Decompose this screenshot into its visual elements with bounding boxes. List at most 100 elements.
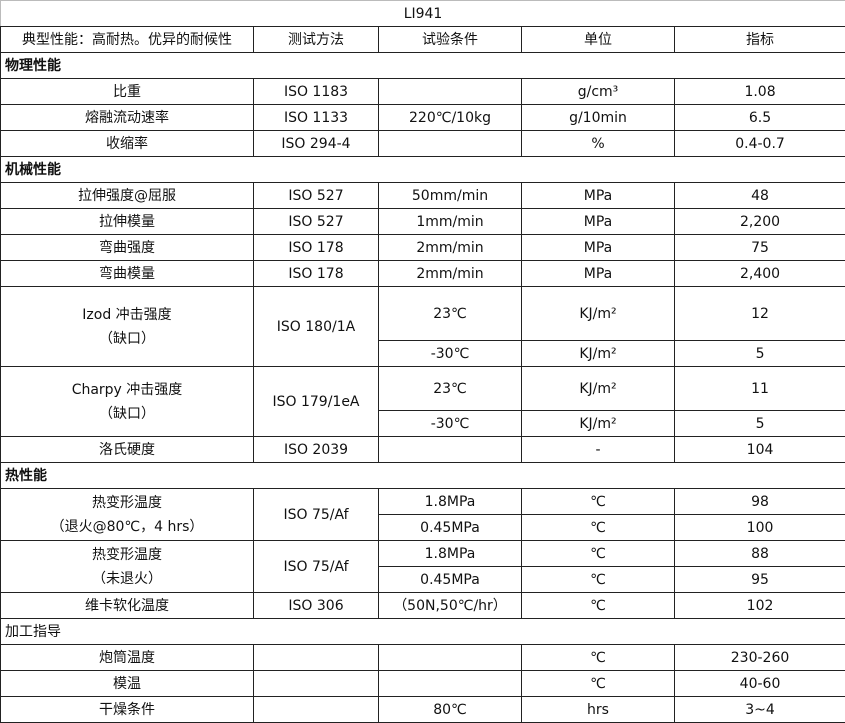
unit-cell: MPa xyxy=(521,234,675,261)
table-row: 维卡软化温度 ISO 306 （50N,50℃/hr） ℃ 102 xyxy=(0,592,845,619)
condition-cell: 1.8MPa xyxy=(378,540,522,567)
unit-cell: MPa xyxy=(521,182,675,209)
condition-cell: 23℃ xyxy=(378,286,522,341)
table-row: 洛氏硬度 ISO 2039 -104 xyxy=(0,436,845,463)
property-cell: 弯曲强度 xyxy=(0,234,254,261)
unit-cell: KJ/m² xyxy=(521,286,675,341)
method-cell: ISO 2039 xyxy=(253,436,379,463)
section-row: 物理性能 xyxy=(0,52,845,79)
value-cell: 230-260 xyxy=(673,644,845,671)
property-cell: 洛氏硬度 xyxy=(0,436,254,463)
condition-cell: 2mm/min xyxy=(378,260,522,287)
unit-cell: g/10min xyxy=(521,104,675,131)
table-row: 熔融流动速率 ISO 1133 220℃/10kg g/10min 6.5 xyxy=(0,104,845,131)
table-row: 0.45MPa ℃ 95 xyxy=(1,566,845,593)
property-cell: 热变形温度 （退火@80℃，4 hrs） xyxy=(0,488,254,541)
property-cell: 熔融流动速率 xyxy=(0,104,254,131)
value-cell: 102 xyxy=(673,592,845,619)
table-row: 干燥条件 80℃ hrs 3~4 xyxy=(0,696,845,723)
value-cell: 1.08 xyxy=(673,78,845,105)
unit-cell: ℃ xyxy=(521,540,675,567)
value-cell: 95 xyxy=(673,566,845,593)
unit-cell: ℃ xyxy=(521,592,675,619)
condition-cell xyxy=(378,436,522,463)
condition-cell: 80℃ xyxy=(378,696,522,723)
unit-cell: g/cm³ xyxy=(521,78,675,105)
condition-cell xyxy=(378,130,522,157)
unit-cell: % xyxy=(521,130,675,157)
property-cell: Izod 冲击强度 （缺口） xyxy=(0,286,254,367)
section-title: 物理性能 xyxy=(0,52,845,79)
value-cell: 100 xyxy=(673,514,845,541)
condition-cell xyxy=(378,670,522,697)
header-value: 指标 xyxy=(673,26,845,53)
table-row: 模温 ℃ 40-60 xyxy=(0,670,845,697)
method-cell: ISO 75/Af xyxy=(253,540,379,593)
method-cell: ISO 1183 xyxy=(253,78,379,105)
property-cell: 炮筒温度 xyxy=(0,644,254,671)
header-unit: 单位 xyxy=(521,26,675,53)
property-cell: Charpy 冲击强度 （缺口） xyxy=(0,366,254,437)
property-cell: 干燥条件 xyxy=(0,696,254,723)
value-cell: 88 xyxy=(673,540,845,567)
header-condition: 试验条件 xyxy=(378,26,522,53)
unit-cell: KJ/m² xyxy=(521,410,675,437)
value-cell: 48 xyxy=(673,182,845,209)
section-row: 机械性能 xyxy=(0,156,845,183)
condition-cell: 50mm/min xyxy=(378,182,522,209)
condition-cell: 2mm/min xyxy=(378,234,522,261)
condition-cell: （50N,50℃/hr） xyxy=(378,592,522,619)
unit-cell: MPa xyxy=(521,208,675,235)
value-cell: 0.4-0.7 xyxy=(673,130,845,157)
method-cell: ISO 178 xyxy=(253,234,379,261)
value-cell: 104 xyxy=(673,436,845,463)
method-cell: ISO 527 xyxy=(253,208,379,235)
value-cell: 5 xyxy=(673,410,845,437)
condition-cell: 1.8MPa xyxy=(378,488,522,515)
property-cell: 拉伸强度@屈服 xyxy=(0,182,254,209)
title-row: LI941 xyxy=(0,0,845,27)
condition-cell xyxy=(378,78,522,105)
method-cell: ISO 75/Af xyxy=(253,488,379,541)
unit-cell: MPa xyxy=(521,260,675,287)
method-cell: ISO 527 xyxy=(253,182,379,209)
property-cell: 维卡软化温度 xyxy=(0,592,254,619)
value-cell: 5 xyxy=(673,340,845,367)
method-cell: ISO 178 xyxy=(253,260,379,287)
method-cell: ISO 294-4 xyxy=(253,130,379,157)
table-row: 拉伸强度@屈服 ISO 527 50mm/min MPa 48 xyxy=(0,182,845,209)
value-cell: 2,400 xyxy=(673,260,845,287)
table-row: 收缩率 ISO 294-4% 0.4-0.7 xyxy=(0,130,845,157)
value-cell: 12 xyxy=(673,286,845,341)
property-cell: 热变形温度 （未退火） xyxy=(0,540,254,593)
header-method: 测试方法 xyxy=(253,26,379,53)
method-cell: ISO 1133 xyxy=(253,104,379,131)
section-row: 热性能 xyxy=(0,462,845,489)
method-cell xyxy=(253,696,379,723)
table-row: 热变形温度 （未退火） ISO 75/Af 1.8MPa ℃ 88 xyxy=(0,540,845,593)
condition-cell: 23℃ xyxy=(378,366,522,411)
condition-cell: -30℃ xyxy=(378,340,522,367)
property-cell: 弯曲模量 xyxy=(0,260,254,287)
value-cell: 75 xyxy=(673,234,845,261)
header-row: 典型性能：高耐热。优异的耐候性 测试方法 试验条件 单位 指标 xyxy=(0,26,845,53)
unit-cell: ℃ xyxy=(521,644,675,671)
condition-cell: 220℃/10kg xyxy=(378,104,522,131)
value-cell: 98 xyxy=(673,488,845,515)
table-row: 比重 ISO 1183 g/cm³ 1.08 xyxy=(0,78,845,105)
value-cell: 40-60 xyxy=(673,670,845,697)
table-row: 炮筒温度 ℃ 230-260 xyxy=(0,644,845,671)
property-cell: 比重 xyxy=(0,78,254,105)
condition-cell xyxy=(378,644,522,671)
section-row: 加工指导 xyxy=(0,618,845,645)
unit-cell: ℃ xyxy=(521,514,675,541)
unit-cell: KJ/m² xyxy=(521,340,675,367)
condition-cell: -30℃ xyxy=(378,410,522,437)
value-cell: 2,200 xyxy=(673,208,845,235)
table-row: 弯曲强度 ISO 178 2mm/min MPa 75 xyxy=(0,234,845,261)
condition-cell: 0.45MPa xyxy=(378,514,522,541)
unit-cell: hrs xyxy=(521,696,675,723)
property-cell: 拉伸模量 xyxy=(0,208,254,235)
value-cell: 11 xyxy=(673,366,845,411)
property-cell: 模温 xyxy=(0,670,254,697)
